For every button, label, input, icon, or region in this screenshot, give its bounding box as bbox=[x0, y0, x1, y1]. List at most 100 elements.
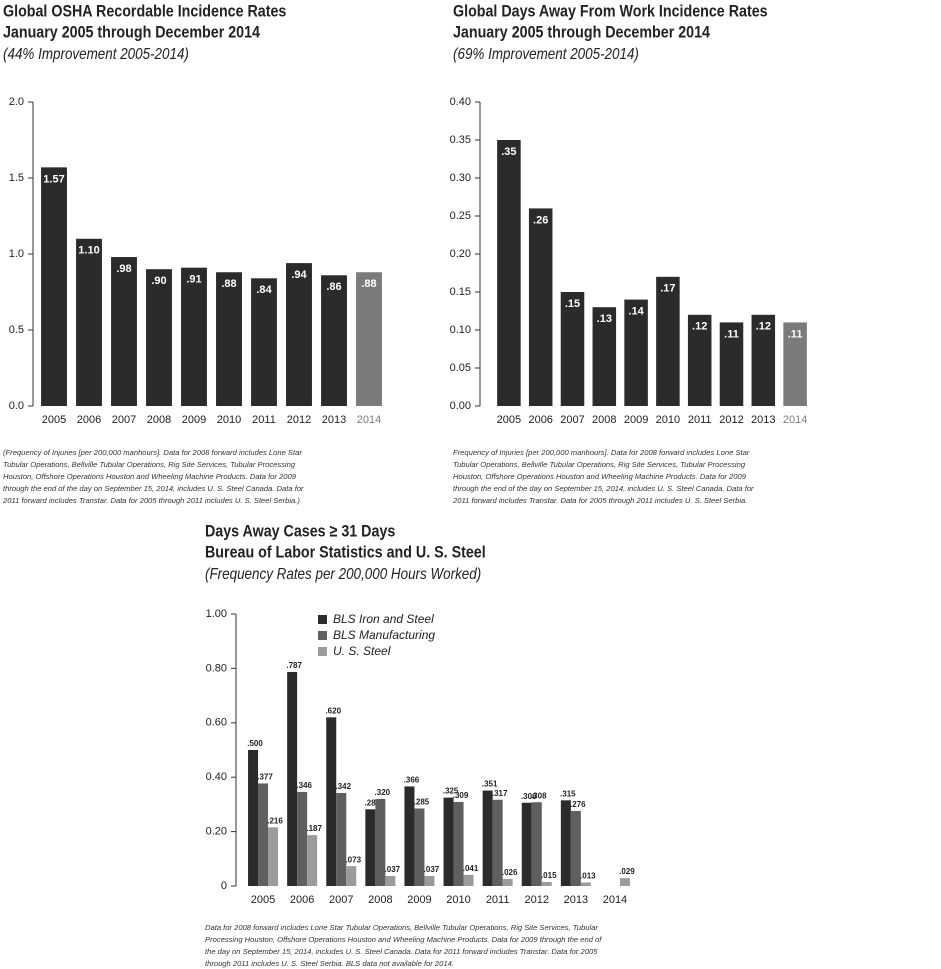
x-tick-label: 2012 bbox=[719, 414, 743, 426]
x-tick-label: 2005 bbox=[42, 414, 66, 426]
value-label: .88 bbox=[361, 278, 376, 290]
chart-title: January 2005 through December 2014 bbox=[453, 23, 710, 41]
x-tick-label: 2011 bbox=[252, 414, 276, 426]
footnote: Tubular Operations, Bellville Tubular Op… bbox=[3, 460, 296, 469]
subtitle-wrap: (44% Improvement 2005-2014) bbox=[3, 46, 189, 63]
bar bbox=[570, 810, 581, 886]
value-label: .787 bbox=[286, 661, 302, 670]
value-label: .17 bbox=[660, 283, 675, 295]
value-label: .84 bbox=[256, 284, 272, 296]
y-tick-label: 0.15 bbox=[450, 286, 471, 298]
y-tick-label: 0.0 bbox=[9, 400, 24, 412]
legend-swatch bbox=[318, 615, 327, 624]
value-label: .88 bbox=[221, 278, 236, 290]
value-label: .26 bbox=[533, 214, 548, 226]
bar bbox=[719, 322, 744, 406]
y-tick-label: 0.05 bbox=[450, 362, 471, 374]
x-tick-label: 2007 bbox=[329, 894, 353, 906]
value-label: .015 bbox=[541, 871, 557, 880]
y-tick-label: 0.80 bbox=[206, 662, 227, 674]
bar bbox=[216, 272, 242, 406]
bar bbox=[414, 808, 425, 886]
value-label: .037 bbox=[385, 865, 401, 874]
bar bbox=[326, 717, 337, 886]
value-label: .026 bbox=[502, 868, 518, 877]
bar bbox=[424, 875, 435, 886]
x-tick-label: 2014 bbox=[783, 414, 807, 426]
title-line: January 2005 through December 2014 bbox=[453, 23, 710, 41]
legend-swatch bbox=[318, 647, 327, 656]
subtitle-wrap: (Frequency Rates per 200,000 Hours Worke… bbox=[205, 566, 481, 583]
value-label: .309 bbox=[453, 791, 469, 800]
value-label: .377 bbox=[257, 773, 273, 782]
subtitle-wrap: (69% Improvement 2005-2014) bbox=[453, 46, 639, 63]
y-tick-label: 0.40 bbox=[450, 96, 471, 108]
x-tick-label: 2006 bbox=[528, 414, 552, 426]
bar bbox=[656, 276, 680, 406]
y-tick-label: 0.20 bbox=[450, 248, 471, 260]
y-tick-label: 0 bbox=[221, 880, 227, 892]
chart-title: January 2005 through December 2014 bbox=[3, 23, 260, 41]
y-tick-label: 0.5 bbox=[9, 324, 24, 336]
value-label: .91 bbox=[186, 274, 201, 286]
title-line: January 2005 through December 2014 bbox=[3, 23, 260, 41]
bar bbox=[560, 800, 571, 886]
bar bbox=[286, 263, 312, 406]
bar bbox=[497, 140, 521, 406]
bar bbox=[248, 750, 259, 886]
value-label: .500 bbox=[247, 739, 263, 748]
bar bbox=[592, 307, 617, 406]
value-label: .013 bbox=[580, 872, 596, 881]
value-label: .029 bbox=[619, 867, 635, 876]
x-tick-label: 2009 bbox=[407, 894, 431, 906]
y-tick-label: 0.60 bbox=[206, 717, 227, 729]
chart-title: Days Away Cases ≥ 31 Days bbox=[205, 522, 396, 540]
value-label: .351 bbox=[482, 780, 498, 789]
y-tick-label: 0.25 bbox=[450, 210, 471, 222]
x-tick-label: 2009 bbox=[182, 414, 206, 426]
value-label: .86 bbox=[326, 281, 341, 293]
bar bbox=[492, 799, 503, 886]
y-tick-label: 2.0 bbox=[9, 96, 24, 108]
value-label: .187 bbox=[306, 824, 322, 833]
value-label: .620 bbox=[325, 706, 341, 715]
chart-title: Global Days Away From Work Incidence Rat… bbox=[453, 2, 768, 20]
value-label: .216 bbox=[267, 816, 283, 825]
value-label: .073 bbox=[345, 855, 361, 864]
footnote: Houston, Offshore Operations Houston and… bbox=[3, 472, 297, 481]
value-label: 1.57 bbox=[43, 173, 64, 185]
value-label: .90 bbox=[151, 275, 166, 287]
chart-subtitle: (44% Improvement 2005-2014) bbox=[3, 46, 189, 63]
value-label: 1.10 bbox=[78, 245, 99, 257]
x-tick-label: 2005 bbox=[497, 414, 521, 426]
y-tick-label: 0.10 bbox=[450, 324, 471, 336]
x-tick-label: 2010 bbox=[656, 414, 680, 426]
value-label: .285 bbox=[414, 798, 430, 807]
value-label: .317 bbox=[492, 789, 508, 798]
bar bbox=[443, 797, 454, 886]
title-line: Bureau of Labor Statistics and U. S. Ste… bbox=[205, 543, 486, 561]
legend-label: BLS Iron and Steel bbox=[333, 612, 434, 626]
bar bbox=[336, 792, 347, 886]
value-label: .98 bbox=[116, 263, 131, 275]
x-tick-label: 2008 bbox=[368, 894, 392, 906]
bar bbox=[287, 671, 298, 886]
chart-title: Global OSHA Recordable Incidence Rates bbox=[3, 2, 287, 20]
value-label: .282 bbox=[365, 798, 381, 807]
bar bbox=[356, 272, 382, 406]
chart-subtitle: (69% Improvement 2005-2014) bbox=[453, 46, 639, 63]
x-tick-label: 2014 bbox=[603, 894, 627, 906]
y-tick-label: 1.00 bbox=[206, 608, 227, 620]
value-label: .306 bbox=[521, 792, 537, 801]
x-tick-label: 2009 bbox=[624, 414, 648, 426]
bar bbox=[463, 874, 474, 886]
value-label: .12 bbox=[756, 321, 771, 333]
bar bbox=[482, 790, 493, 886]
bar bbox=[76, 238, 102, 406]
title-line: Days Away Cases ≥ 31 Days bbox=[205, 522, 396, 540]
x-tick-label: 2007 bbox=[560, 414, 584, 426]
bar bbox=[181, 267, 207, 406]
x-tick-label: 2013 bbox=[564, 894, 588, 906]
y-tick-label: 0.35 bbox=[450, 134, 471, 146]
bar bbox=[404, 786, 415, 886]
